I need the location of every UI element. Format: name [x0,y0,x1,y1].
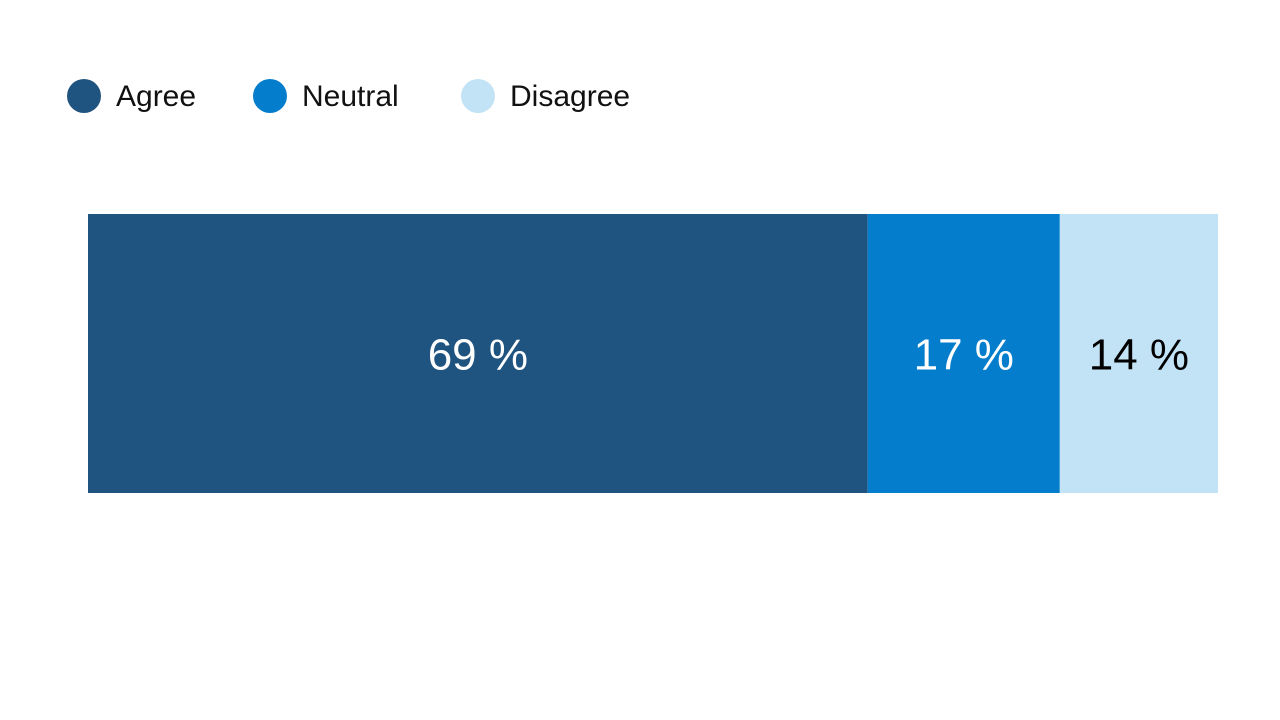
legend-label-neutral: Neutral [302,80,399,113]
bar-segment-disagree [1059,214,1218,493]
bar-labels: 69 % 17 % 14 % [428,331,1189,380]
bar-label-disagree: 14 % [1089,331,1189,380]
legend-swatch-disagree [461,79,495,113]
bar-label-agree: 69 % [428,331,528,380]
legend-swatch-neutral [253,79,287,113]
bar-segment-agree [88,214,868,493]
chart-legend: Agree Neutral Disagree [67,79,630,113]
bar-segments [88,214,1218,493]
bar-segment-neutral [867,214,1060,493]
legend-label-disagree: Disagree [510,80,630,113]
legend-swatch-agree [67,79,101,113]
bar-label-neutral: 17 % [914,331,1014,380]
legend-label-agree: Agree [116,80,196,113]
